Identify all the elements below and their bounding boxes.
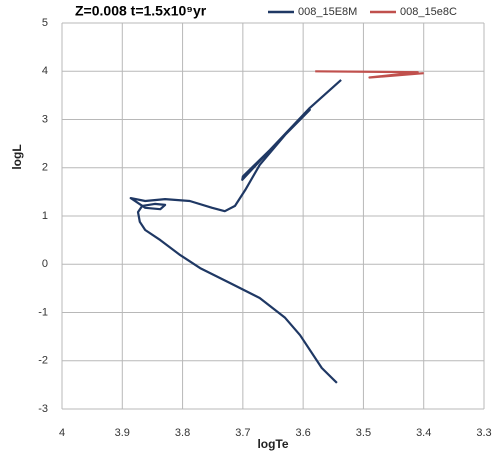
y-tick-label: -1 [38,306,48,318]
x-axis-label: logTe [257,437,288,451]
y-tick-label: -3 [38,403,48,415]
chart-title: Z=0.008 t=1.5x10⁹yr [75,3,207,19]
x-tick-label: 3.3 [476,427,491,439]
y-axis-label: logL [10,144,24,169]
series-line [129,79,342,384]
legend-label: 008_15E8M [298,6,357,18]
y-tick-label: 4 [42,65,48,77]
y-tick-label: 0 [42,258,48,270]
series-line [315,70,424,79]
y-tick-label: 3 [42,113,48,125]
x-tick-label: 3.8 [175,427,190,439]
y-tick-label: -2 [38,355,48,367]
x-tick-label: 4 [59,427,65,439]
x-tick-label: 3.4 [416,427,431,439]
y-tick-label: 5 [42,17,48,29]
x-tick-label: 3.7 [235,427,250,439]
x-tick-label: 3.5 [356,427,371,439]
x-tick-label: 3.6 [295,427,310,439]
y-tick-label: 2 [42,162,48,174]
y-tick-label: 1 [42,210,48,222]
x-tick-label: 3.9 [115,427,130,439]
legend-label: 008_15e8C [400,6,457,18]
